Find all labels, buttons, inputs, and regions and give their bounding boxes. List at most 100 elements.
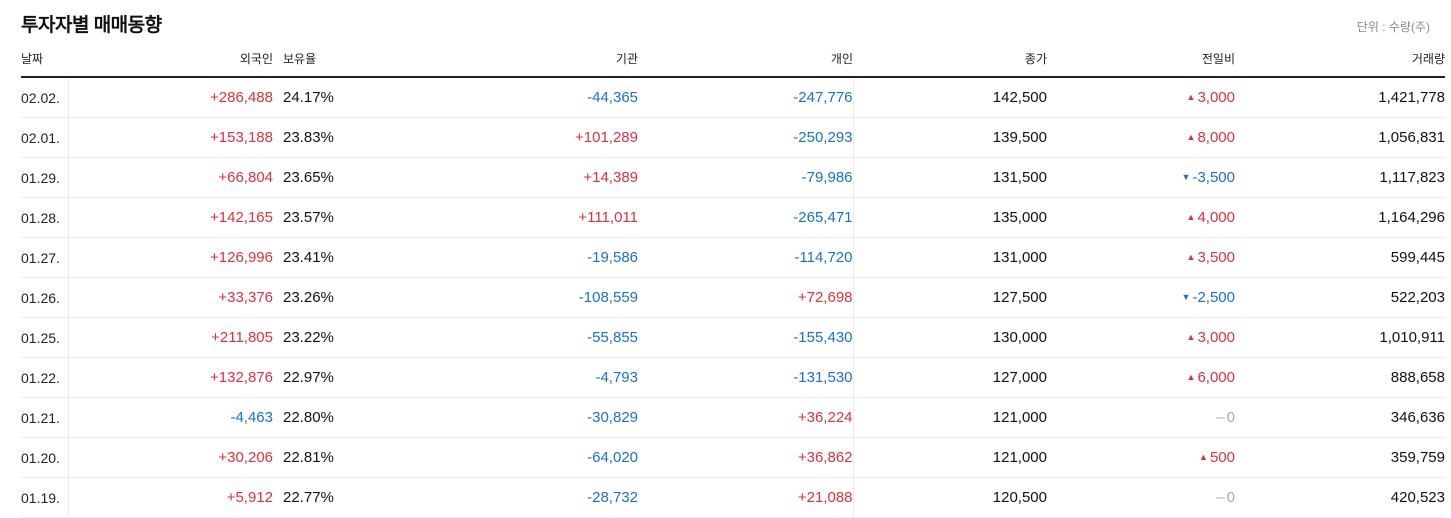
date-cell: 01.22.: [21, 357, 69, 398]
column-header-close: 종가: [853, 40, 1047, 78]
foreign-net-cell: +286,488: [68, 77, 283, 118]
table-row: 01.28. +142,165 23.57% +111,011 -265,471 135,…: [21, 197, 1445, 238]
volume-cell: 346,636: [1235, 397, 1445, 438]
volume-cell: 522,203: [1235, 277, 1445, 318]
change-cell: –0: [1047, 397, 1235, 438]
change-cell: –0: [1047, 477, 1235, 518]
change-cell: ▼ -3,500: [1047, 157, 1235, 198]
close-price-cell: 127,500: [853, 277, 1047, 318]
change-cell: ▲ 4,000: [1047, 197, 1235, 238]
holding-ratio-cell: 22.81%: [283, 437, 343, 478]
foreign-net-cell: +132,876: [68, 357, 283, 398]
column-header-foreign: 외국인: [68, 40, 283, 78]
institution-net-cell: -19,586: [343, 237, 638, 278]
institution-net-cell: +14,389: [343, 157, 638, 198]
change-value: 3,000: [1197, 89, 1235, 106]
change-cell: ▼ -2,500: [1047, 277, 1235, 318]
column-header-date: 날짜: [21, 40, 68, 78]
change-cell: ▲ 3,000: [1047, 77, 1235, 118]
page-title: 투자자별 매매동향: [21, 15, 162, 36]
individual-net-cell: +21,088: [638, 477, 854, 518]
change-value: 4,000: [1197, 209, 1235, 226]
triangle-up-icon: ▲: [1186, 212, 1196, 222]
column-header-individual: 개인: [638, 40, 853, 78]
table-row: 02.02. +286,488 24.17% -44,365 -247,776 142,5…: [21, 77, 1445, 118]
change-value: 3,000: [1197, 329, 1235, 346]
date-cell: 02.02.: [21, 77, 69, 118]
triangle-down-icon: ▼: [1181, 292, 1191, 302]
change-value: 3,500: [1197, 249, 1235, 266]
change-cell: ▲ 3,500: [1047, 237, 1235, 278]
holding-ratio-cell: 23.41%: [283, 237, 343, 278]
institution-net-cell: +111,011: [343, 197, 638, 238]
institution-net-cell: -64,020: [343, 437, 638, 478]
volume-cell: 1,010,911: [1235, 317, 1445, 358]
change-cell: ▲ 3,000: [1047, 317, 1235, 358]
date-cell: 01.28.: [21, 197, 69, 238]
close-price-cell: 120,500: [853, 477, 1047, 518]
table-row: 01.25. +211,805 23.22% -55,855 -155,430 130,0…: [21, 317, 1445, 358]
change-value: 500: [1209, 449, 1235, 466]
holding-ratio-cell: 23.83%: [283, 117, 343, 158]
date-cell: 01.25.: [21, 317, 69, 358]
table-row: 01.22. +132,876 22.97% -4,793 -131,530 127,00…: [21, 357, 1445, 398]
volume-cell: 420,523: [1235, 477, 1445, 518]
individual-net-cell: +36,224: [638, 397, 854, 438]
volume-cell: 1,117,823: [1235, 157, 1445, 198]
date-cell: 01.26.: [21, 277, 69, 318]
close-price-cell: 139,500: [853, 117, 1047, 158]
change-cell: ▲ 500: [1047, 437, 1235, 478]
triangle-up-icon: ▲: [1186, 92, 1196, 102]
institution-net-cell: -4,793: [343, 357, 638, 398]
holding-ratio-cell: 22.77%: [283, 477, 343, 518]
holding-ratio-cell: 22.80%: [283, 397, 343, 438]
volume-cell: 599,445: [1235, 237, 1445, 278]
dash-icon: –: [1216, 409, 1225, 426]
triangle-up-icon: ▲: [1186, 372, 1196, 382]
holding-ratio-cell: 23.57%: [283, 197, 343, 238]
individual-net-cell: -265,471: [638, 197, 854, 238]
table-row: 01.29. +66,804 23.65% +14,389 -79,986 131,500…: [21, 157, 1445, 198]
table-header: 날짜 외국인 보유율 기관 개인 종가 전일비 거래량: [21, 40, 1445, 78]
foreign-net-cell: +33,376: [68, 277, 283, 318]
change-value: -3,500: [1192, 169, 1235, 186]
date-cell: 01.20.: [21, 437, 69, 478]
foreign-net-cell: +126,996: [68, 237, 283, 278]
volume-cell: 1,056,831: [1235, 117, 1445, 158]
investor-trading-table: 날짜 외국인 보유율 기관 개인 종가 전일비 거래량 02.02. +286,4…: [21, 40, 1445, 518]
table-row: 01.26. +33,376 23.26% -108,559 +72,698 127,50…: [21, 277, 1445, 318]
date-cell: 01.21.: [21, 397, 69, 438]
column-header-volume: 거래량: [1235, 40, 1445, 78]
table-body: 02.02. +286,488 24.17% -44,365 -247,776 142,5…: [21, 77, 1445, 518]
column-header-institution: 기관: [343, 40, 638, 78]
triangle-up-icon: ▲: [1186, 252, 1196, 262]
close-price-cell: 130,000: [853, 317, 1047, 358]
change-cell: ▲ 6,000: [1047, 357, 1235, 398]
close-price-cell: 135,000: [853, 197, 1047, 238]
foreign-net-cell: -4,463: [68, 397, 283, 438]
holding-ratio-cell: 23.65%: [283, 157, 343, 198]
foreign-net-cell: +66,804: [68, 157, 283, 198]
table-row: 01.21. -4,463 22.80% -30,829 +36,224 121,000–…: [21, 397, 1445, 438]
change-value: 0: [1226, 489, 1235, 506]
holding-ratio-cell: 23.22%: [283, 317, 343, 358]
change-cell: ▲ 8,000: [1047, 117, 1235, 158]
institution-net-cell: -30,829: [343, 397, 638, 438]
institution-net-cell: -28,732: [343, 477, 638, 518]
individual-net-cell: +36,862: [638, 437, 854, 478]
table-row: 02.01. +153,188 23.83% +101,289 -250,293 139,…: [21, 117, 1445, 158]
unit-label: 단위 : 수량(주): [1356, 20, 1430, 34]
holding-ratio-cell: 22.97%: [283, 357, 343, 398]
change-value: -2,500: [1192, 289, 1235, 306]
individual-net-cell: -114,720: [638, 237, 854, 278]
date-cell: 02.01.: [21, 117, 69, 158]
individual-net-cell: +72,698: [638, 277, 854, 318]
triangle-up-icon: ▲: [1186, 332, 1196, 342]
foreign-net-cell: +153,188: [68, 117, 283, 158]
triangle-up-icon: ▲: [1199, 452, 1208, 462]
institution-net-cell: -44,365: [343, 77, 638, 118]
table-row: 01.20. +30,206 22.81% -64,020 +36,862 121,000…: [21, 437, 1445, 478]
date-cell: 01.19.: [21, 477, 69, 518]
individual-net-cell: -250,293: [638, 117, 854, 158]
close-price-cell: 131,000: [853, 237, 1047, 278]
